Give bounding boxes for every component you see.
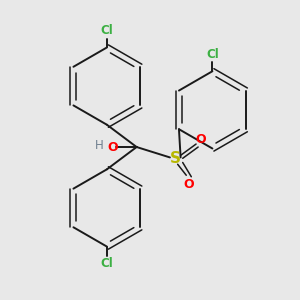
Text: Cl: Cl (206, 48, 219, 61)
Text: Cl: Cl (100, 24, 113, 37)
Text: O: O (183, 178, 194, 191)
Text: S: S (170, 152, 181, 166)
Text: Cl: Cl (100, 257, 113, 270)
Text: O: O (196, 133, 206, 146)
Text: O: O (107, 140, 118, 154)
Text: H: H (95, 139, 104, 152)
